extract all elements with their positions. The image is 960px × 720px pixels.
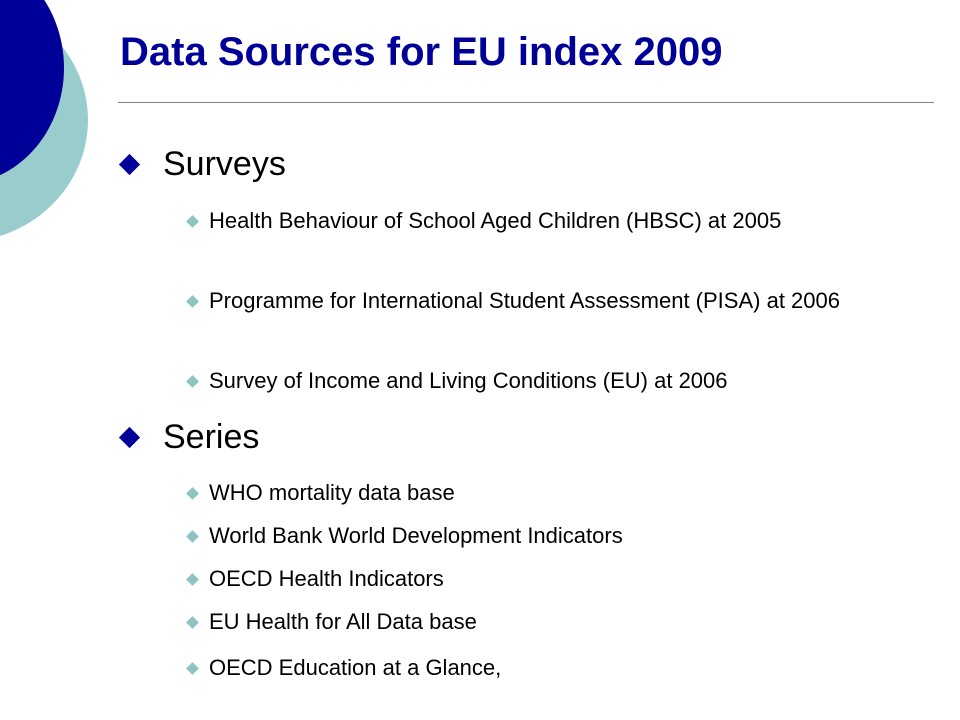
list-item: WHO mortality data base <box>186 478 926 508</box>
diamond-bullet-icon <box>186 375 199 388</box>
section-heading-label: Series <box>163 418 260 456</box>
list-item: Survey of Income and Living Conditions (… <box>186 366 926 396</box>
title-divider <box>118 102 934 103</box>
diamond-bullet-icon <box>186 662 199 675</box>
list-item-text: Programme for International Student Asse… <box>209 288 840 313</box>
corner-circle-dark <box>0 0 64 176</box>
list-item-text: OECD Health Indicators <box>209 566 444 591</box>
diamond-bullet-icon <box>186 616 199 629</box>
list-item: Programme for International Student Asse… <box>186 286 926 316</box>
corner-decoration <box>0 0 88 236</box>
diamond-bullet-icon <box>118 153 141 175</box>
section-heading-label: Surveys <box>163 145 286 183</box>
diamond-bullet-icon <box>118 426 141 448</box>
diamond-bullet-icon <box>186 215 199 228</box>
slide-title: Data Sources for EU index 2009 <box>120 30 723 74</box>
list-item-text: OECD Education at a Glance, <box>209 655 502 680</box>
list-item: OECD Health Indicators <box>186 564 926 594</box>
list-item-text: EU Health for All Data base <box>209 609 477 634</box>
diamond-bullet-icon <box>186 295 199 308</box>
list-item: OECD Education at a Glance, <box>186 653 926 683</box>
list-item-text: Survey of Income and Living Conditions (… <box>209 368 728 393</box>
list-item-text: WHO mortality data base <box>209 480 455 505</box>
list-item: Health Behaviour of School Aged Children… <box>186 206 926 236</box>
list-item-text: World Bank World Development Indicators <box>209 523 623 548</box>
list-item: World Bank World Development Indicators <box>186 521 926 551</box>
diamond-bullet-icon <box>186 530 199 543</box>
diamond-bullet-icon <box>186 487 199 500</box>
section-heading-surveys: Surveys <box>118 144 286 184</box>
list-item: EU Health for All Data base <box>186 607 926 637</box>
section-heading-series: Series <box>118 417 259 457</box>
diamond-bullet-icon <box>186 573 199 586</box>
list-item-text: Health Behaviour of School Aged Children… <box>209 208 782 233</box>
